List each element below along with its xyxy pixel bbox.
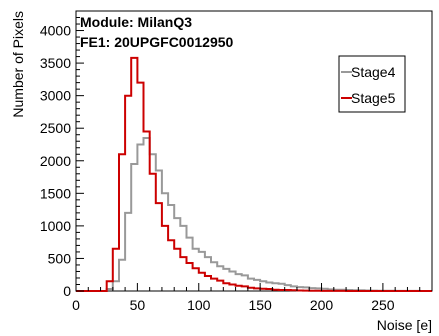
x-tick-label: 250 bbox=[371, 297, 395, 313]
legend-label-stage5: Stage5 bbox=[351, 90, 396, 106]
x-axis-title: Noise [e] bbox=[377, 317, 432, 333]
legend-box bbox=[338, 55, 406, 113]
series-line-stage4 bbox=[76, 137, 432, 292]
series-layer bbox=[76, 56, 432, 292]
x-tick-label: 100 bbox=[187, 297, 211, 313]
y-tick-label: 3000 bbox=[40, 88, 71, 104]
y-tick-label: 2000 bbox=[40, 153, 71, 169]
plot-frame bbox=[75, 10, 433, 292]
y-axis-title: Number of Pixels bbox=[10, 11, 26, 118]
x-tick-label: 50 bbox=[130, 297, 146, 313]
ticks-layer: 0 50 100 150 200 2500500100015002000250030003… bbox=[40, 10, 433, 313]
x-tick-label: 0 bbox=[72, 297, 80, 313]
y-tick-label: 4000 bbox=[40, 23, 71, 39]
x-tick-label: 150 bbox=[248, 297, 272, 313]
module-label: Module: MilanQ3 bbox=[80, 14, 192, 30]
y-tick-label: 500 bbox=[48, 250, 72, 266]
y-tick-label: 2500 bbox=[40, 120, 71, 136]
legend: Stage4 Stage5 bbox=[338, 55, 406, 113]
legend-label-stage4: Stage4 bbox=[351, 64, 396, 80]
y-tick-label: 3500 bbox=[40, 55, 71, 71]
series-line-stage5 bbox=[76, 56, 432, 292]
fe-label: FE1: 20UPGFC0012950 bbox=[80, 34, 234, 50]
y-tick-label: 0 bbox=[63, 283, 71, 299]
y-tick-label: 1000 bbox=[40, 218, 71, 234]
x-tick-label: 200 bbox=[310, 297, 334, 313]
y-tick-label: 1500 bbox=[40, 185, 71, 201]
